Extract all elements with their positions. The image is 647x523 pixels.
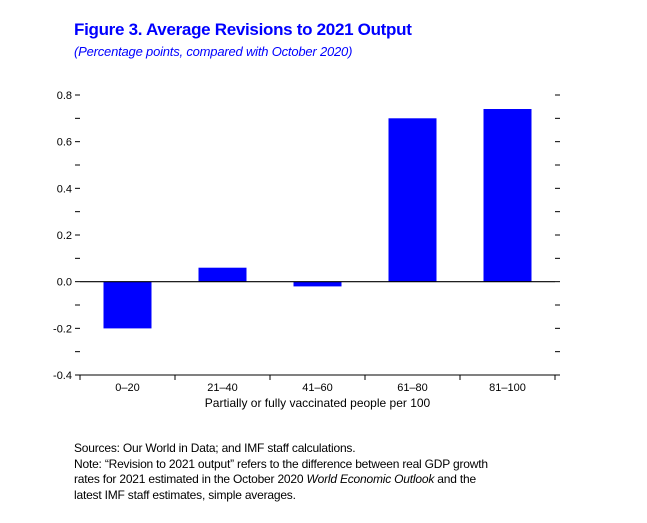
x-tick-label: 81–100 — [489, 382, 526, 394]
x-tick-label: 0–20 — [115, 382, 139, 394]
bar-81–100 — [483, 109, 532, 282]
note-line-2: rates for 2021 estimated in the October … — [74, 472, 634, 488]
y-tick-label: 0.0 — [57, 277, 72, 289]
bar-21–40 — [198, 267, 247, 282]
bar-41–60 — [293, 281, 342, 287]
y-tick-label: -0.4 — [53, 370, 72, 382]
x-tick-label: 61–80 — [397, 382, 428, 394]
chart-notes: Sources: Our World in Data; and IMF staf… — [74, 441, 634, 503]
bar-61–80 — [388, 118, 437, 282]
y-tick-label: 0.4 — [57, 183, 72, 195]
y-tick-label: 0.6 — [57, 137, 72, 149]
note-line-1: Note: “Revision to 2021 output” refers t… — [74, 456, 488, 471]
x-axis-title: Partially or fully vaccinated people per… — [205, 396, 431, 410]
note-line-3: latest IMF staff estimates, simple avera… — [74, 487, 296, 502]
x-tick-label: 21–40 — [207, 382, 238, 394]
chart-subtitle: (Percentage points, compared with Octobe… — [74, 44, 353, 59]
publication-title: World Economic Outlook — [306, 472, 435, 486]
note-line-2-text: rates for 2021 estimated in the October … — [74, 472, 307, 486]
x-tick-label: 41–60 — [302, 382, 333, 394]
y-tick-label: -0.2 — [53, 323, 72, 335]
sources-note: Sources: Our World in Data; and IMF staf… — [74, 441, 356, 455]
bar-0–20 — [103, 281, 152, 329]
chart-title: Figure 3. Average Revisions to 2021 Outp… — [74, 20, 412, 39]
note-line-2-tail: and the — [434, 472, 476, 486]
y-tick-label: 0.8 — [57, 90, 72, 102]
y-tick-label: 0.2 — [57, 230, 72, 242]
